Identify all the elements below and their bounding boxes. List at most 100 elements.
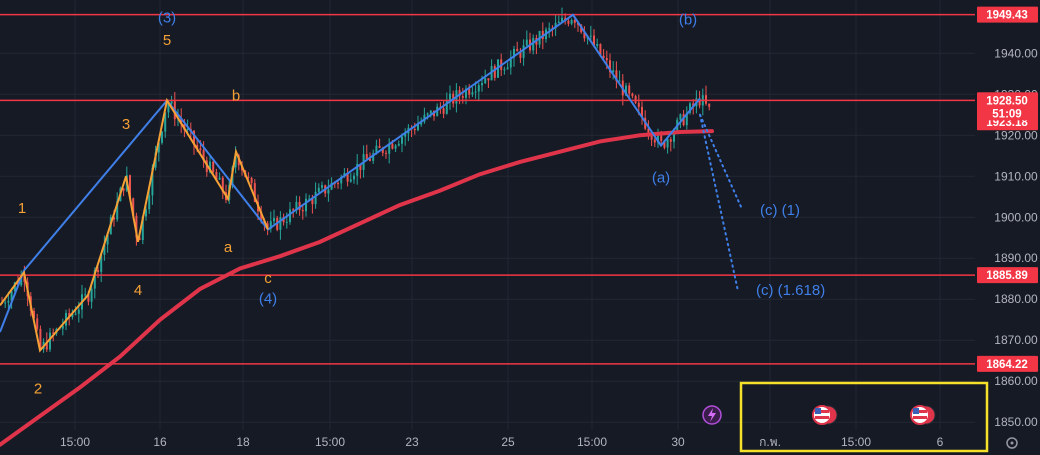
- y-axis[interactable]: 1850.00 1860.00 1870.00 1880.00 1890.00 1900.…: [977, 6, 1038, 430]
- candle-body: [394, 145, 397, 149]
- candle-body: [349, 179, 352, 182]
- price-tag: 1885.89: [977, 267, 1038, 284]
- y-tick-label: 1900.00: [994, 210, 1038, 224]
- candle-body: [161, 131, 163, 143]
- wave-label: 4: [134, 282, 142, 299]
- candle-body: [554, 22, 557, 29]
- flag-stripe: [815, 416, 829, 419]
- wave-labels: (c) (1) (c) (1.618) (3) 5 3 b 1 a c (4) 4 2 (b) (a): [18, 10, 825, 398]
- candle-body: [36, 318, 39, 329]
- grid-lines: [0, 0, 975, 430]
- candle-body: [295, 201, 298, 211]
- candle-body: [196, 144, 199, 149]
- gear-center: [1010, 441, 1014, 445]
- wave-label: (a): [652, 169, 670, 186]
- candle-body: [39, 328, 42, 350]
- candle-body: [157, 142, 160, 153]
- moving-average: [0, 129, 714, 447]
- candle-body: [186, 128, 189, 130]
- candle-body: [605, 57, 608, 61]
- candle-body: [599, 43, 602, 56]
- lightning-icon: [702, 405, 722, 425]
- candle-body: [660, 134, 663, 141]
- candle-body: [314, 191, 317, 205]
- projection-label: (c) (1): [760, 202, 800, 219]
- candle-body: [391, 143, 394, 149]
- price-tag: 1949.43: [977, 6, 1038, 23]
- candle-body: [557, 21, 560, 23]
- wave-label: 1: [18, 200, 26, 217]
- candle-body: [685, 112, 688, 126]
- candle-body: [573, 19, 576, 23]
- candle-body: [340, 176, 343, 184]
- candle-body: [151, 167, 154, 196]
- candle-body: [429, 110, 432, 114]
- candle-body: [593, 35, 595, 46]
- projection-label: (c) (1.618): [756, 282, 825, 299]
- wave-label: (3): [158, 10, 176, 27]
- candle-body: [369, 158, 371, 161]
- candle-body: [269, 221, 272, 229]
- x-tick-label: 18: [236, 435, 250, 449]
- candle-body: [353, 175, 355, 180]
- candle-body: [615, 70, 618, 81]
- candle-body: [321, 185, 323, 188]
- candle-body: [509, 57, 512, 68]
- candle-body: [689, 103, 691, 113]
- candle-body: [285, 221, 288, 223]
- candle-body: [420, 121, 423, 125]
- candle-body: [346, 173, 349, 182]
- candle-body: [250, 177, 253, 184]
- projection-line: [699, 113, 739, 293]
- candle-body: [221, 177, 224, 193]
- candle-body: [202, 150, 205, 161]
- candle-body: [669, 139, 672, 142]
- candle-body: [122, 188, 125, 191]
- horizontal-levels[interactable]: [0, 13, 975, 365]
- candle-body: [45, 341, 48, 350]
- candle-body: [445, 100, 448, 114]
- candle-body: [532, 37, 535, 51]
- candle-body: [141, 216, 144, 241]
- x-axis[interactable]: 15:00 16 18 15:00 23 25 15:00 30 ก.พ. 15:00 6: [60, 435, 944, 449]
- candle-body: [477, 85, 480, 92]
- candle-body: [653, 139, 656, 143]
- flag-icon: [910, 405, 936, 425]
- candle-body: [487, 78, 490, 81]
- candle-body: [673, 132, 675, 142]
- flag-stripe: [815, 410, 829, 413]
- candle-body: [657, 134, 659, 143]
- y-tick-label: 1920.00: [994, 128, 1038, 142]
- x-tick-label: 15:00: [60, 435, 90, 449]
- candle-body: [375, 145, 378, 154]
- candle-body: [493, 66, 496, 78]
- gear-ring: [1006, 437, 1018, 449]
- candle-body: [305, 198, 307, 212]
- candle-body: [129, 175, 131, 199]
- candle-body: [311, 198, 314, 205]
- candle-body: [525, 39, 528, 46]
- wave-label: 3: [122, 116, 130, 133]
- candle-body: [417, 124, 419, 131]
- y-tick-label: 1850.00: [994, 415, 1038, 429]
- candle-body: [519, 51, 522, 58]
- lightning-glyph: [708, 408, 716, 422]
- y-tick-label: 1870.00: [994, 333, 1038, 347]
- candle-body: [449, 93, 451, 101]
- candle-body: [4, 302, 7, 304]
- x-tick-label: 15:00: [841, 435, 871, 449]
- candle-body: [474, 91, 477, 93]
- x-tick-label: 25: [501, 435, 515, 449]
- candle-body: [193, 130, 195, 145]
- candle-body: [708, 103, 711, 107]
- x-tick-label: 15:00: [577, 435, 607, 449]
- candle-body: [503, 69, 506, 71]
- candle-body: [317, 187, 320, 192]
- candle-body: [637, 102, 640, 107]
- candle-body: [292, 209, 295, 211]
- candle-body: [68, 313, 71, 317]
- wave-lines[interactable]: [0, 13, 743, 353]
- current-price-label: 1928.50: [986, 95, 1028, 107]
